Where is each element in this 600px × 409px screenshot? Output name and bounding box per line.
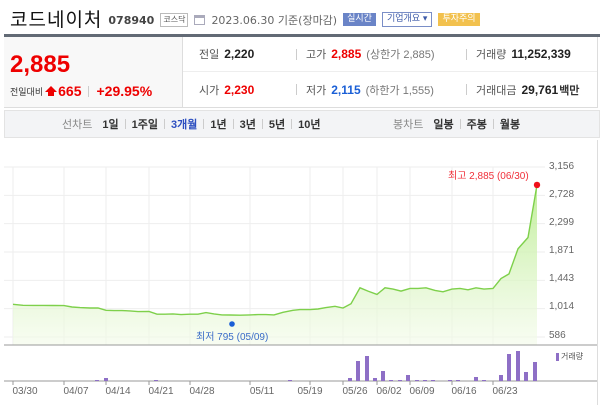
- divider: [88, 85, 90, 97]
- divider: [296, 84, 297, 95]
- chart-period-tabbar: 선차트 1일 1주일 3개월 1년 3년 5년 10년 봉차트 일봉 주봉 월봉: [4, 110, 600, 138]
- x-tick: 04/21: [148, 386, 174, 397]
- company-overview-dropdown[interactable]: 기업개요 ▾: [381, 12, 433, 27]
- divider: [163, 119, 165, 129]
- open-value: 2,230: [224, 82, 255, 97]
- divider: [203, 119, 205, 129]
- volume-legend-label: 거래량: [561, 352, 584, 361]
- volume-cell: 거래량 11,252,339: [466, 46, 571, 62]
- quote-info-table: 전일 2,220 고가 2,885 (상한가 2,885) 거래량 11,252…: [182, 37, 598, 108]
- prev-close-value: 2,220: [224, 47, 255, 61]
- x-tick: 06/02: [376, 386, 402, 397]
- tab-5y[interactable]: 5년: [268, 119, 286, 131]
- divider: [296, 48, 297, 60]
- tab-1d[interactable]: 1일: [102, 119, 119, 131]
- calendar-icon: [194, 14, 206, 25]
- price-change-row: 전일대비 665 +29.95%: [10, 83, 152, 99]
- turnover-unit: 백만: [559, 84, 580, 97]
- volume-legend: 거래량: [556, 351, 583, 362]
- high-cell: 고가 2,885 (상한가 2,885): [296, 46, 435, 62]
- tab-monthly-candle[interactable]: 월봉: [499, 119, 521, 131]
- high-label: 고가: [306, 49, 327, 61]
- open-label: 시가: [199, 84, 220, 97]
- volume-legend-swatch: [556, 352, 559, 361]
- y-tick: 3,156: [549, 161, 575, 172]
- tab-3m[interactable]: 3개월: [170, 119, 198, 131]
- price-chart-canvas: [4, 166, 598, 385]
- stock-code: 078940: [108, 13, 155, 27]
- base-date: 2023.06.30 기준(장마감): [211, 13, 338, 27]
- y-tick: 2,299: [549, 217, 575, 228]
- x-tick: 05/19: [297, 386, 323, 397]
- change-label: 전일대비: [10, 87, 44, 98]
- quote-row-2: 시가 2,230 저가 2,115 (하한가 1,555) 거래대금 29,76…: [183, 72, 597, 107]
- price-chart[interactable]: 3,156 2,728 2,299 1,871 1,443 1,014 586 …: [0, 140, 600, 405]
- x-tick: 04/28: [189, 386, 215, 397]
- y-tick: 586: [549, 330, 566, 341]
- high-annotation: 최고 2,885 (06/30): [448, 171, 529, 182]
- divider: [459, 119, 461, 129]
- investment-warning-badge: 투자주의: [438, 13, 480, 26]
- change-percent: +29.95%: [96, 83, 153, 99]
- x-tick: 06/09: [409, 386, 435, 397]
- divider: [232, 119, 234, 129]
- turnover-cell: 거래대금 29,761 백만: [466, 82, 579, 98]
- low-annotation: 최저 795 (05/09): [196, 332, 269, 343]
- prev-close-cell: 전일 2,220: [199, 46, 254, 62]
- tab-weekly-candle[interactable]: 주봉: [466, 119, 487, 131]
- x-tick: 06/16: [451, 386, 477, 397]
- open-cell: 시가 2,230: [199, 82, 254, 98]
- realtime-button[interactable]: 실시간: [343, 13, 376, 26]
- line-chart-tabs: 선차트 1일 1주일 3개월 1년 3년 5년 10년: [62, 116, 320, 132]
- header-divider: [4, 34, 600, 37]
- low-value: 2,115: [331, 82, 361, 97]
- turnover-label: 거래대금: [476, 84, 517, 97]
- divider: [291, 119, 293, 129]
- volume-label: 거래량: [476, 49, 507, 61]
- y-tick: 1,871: [549, 245, 575, 256]
- prev-close-label: 전일: [199, 49, 220, 61]
- x-tick: 03/30: [12, 386, 38, 397]
- y-tick: 1,014: [549, 301, 575, 312]
- quote-row-1: 전일 2,220 고가 2,885 (상한가 2,885) 거래량 11,252…: [183, 37, 597, 72]
- chart-border: [597, 140, 598, 405]
- divider: [124, 119, 126, 129]
- low-cell: 저가 2,115 (하한가 1,555): [296, 82, 434, 98]
- x-tick: 04/14: [105, 386, 131, 397]
- tab-3y[interactable]: 3년: [239, 119, 256, 131]
- divider: [492, 119, 494, 129]
- x-tick: 05/11: [249, 386, 275, 397]
- candle-chart-tabs: 봉차트 일봉 주봉 월봉: [393, 116, 520, 132]
- tab-1y[interactable]: 1년: [210, 119, 227, 131]
- stock-name: 코드네이처: [10, 8, 103, 31]
- current-price: 2,885: [10, 51, 71, 78]
- market-badge: 코스닥: [160, 12, 189, 27]
- divider: [466, 48, 467, 60]
- upper-limit: (상한가 2,885): [366, 49, 435, 61]
- lower-limit: (하한가 1,555): [365, 84, 434, 97]
- divider: [466, 84, 467, 95]
- tab-1w[interactable]: 1주일: [131, 119, 158, 131]
- current-price-panel: 2,885 전일대비 665 +29.95%: [4, 37, 182, 108]
- x-tick: 05/26: [342, 386, 368, 397]
- y-tick: 2,728: [549, 189, 575, 200]
- high-value: 2,885: [331, 47, 362, 61]
- tab-10y[interactable]: 10년: [298, 119, 321, 131]
- x-tick: 04/07: [63, 386, 89, 397]
- up-arrow-icon: [45, 86, 58, 96]
- divider: [261, 119, 263, 129]
- line-chart-title: 선차트: [62, 119, 93, 131]
- y-tick: 1,443: [549, 273, 575, 284]
- tab-daily-candle[interactable]: 일봉: [433, 119, 454, 131]
- title-row: 코드네이처 078940 코스닥 2023.06.30 기준(장마감) 실시간 …: [10, 4, 480, 32]
- low-label: 저가: [306, 84, 327, 97]
- candle-chart-title: 봉차트: [393, 119, 424, 131]
- volume-value: 11,252,339: [511, 47, 571, 61]
- x-tick: 06/23: [492, 386, 518, 397]
- turnover-value: 29,761: [521, 82, 559, 97]
- change-amount: 665: [58, 83, 82, 99]
